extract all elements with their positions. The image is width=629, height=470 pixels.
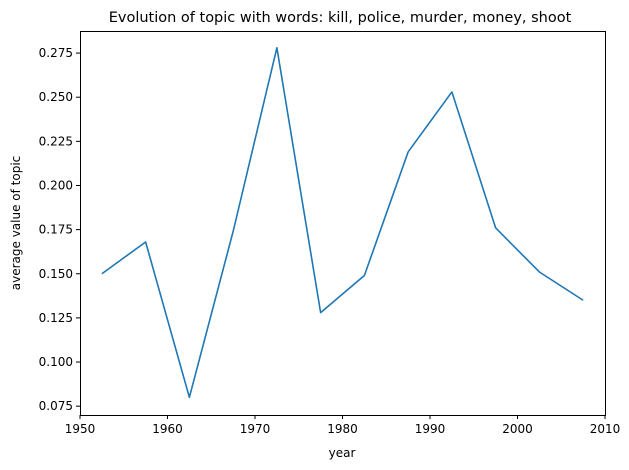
data-point bbox=[275, 46, 279, 50]
y-tick-label: 0.150 bbox=[39, 267, 73, 281]
y-axis-label: average value of topic bbox=[9, 156, 23, 291]
x-tick-label: 2010 bbox=[590, 422, 621, 436]
data-point bbox=[406, 150, 410, 154]
y-tick-label: 0.275 bbox=[39, 46, 73, 60]
plot-area bbox=[100, 46, 585, 399]
y-tick-label: 0.175 bbox=[39, 223, 73, 237]
x-tick-label: 1990 bbox=[415, 422, 446, 436]
data-point bbox=[319, 311, 323, 315]
x-tick-label: 1970 bbox=[240, 422, 271, 436]
y-tick-label: 0.100 bbox=[39, 355, 73, 369]
y-tick-label: 0.075 bbox=[39, 399, 73, 413]
data-point bbox=[144, 240, 148, 244]
x-axis: 1950 1960 1970 1980 1990 2000 2010 bbox=[65, 415, 621, 436]
x-tick-label: 1960 bbox=[152, 422, 183, 436]
data-point bbox=[494, 226, 498, 230]
data-point bbox=[581, 298, 585, 302]
chart-title: Evolution of topic with words: kill, pol… bbox=[109, 10, 572, 26]
axes-frame bbox=[80, 31, 606, 416]
y-tick-label: 0.225 bbox=[39, 134, 73, 148]
x-tick-label: 1950 bbox=[65, 422, 96, 436]
x-tick-label: 2000 bbox=[502, 422, 533, 436]
y-tick-label: 0.125 bbox=[39, 311, 73, 325]
x-tick-label: 1980 bbox=[327, 422, 358, 436]
y-tick-label: 0.250 bbox=[39, 90, 73, 104]
x-axis-label: year bbox=[329, 446, 356, 460]
y-axis: 0.075 0.100 0.125 0.150 0.175 0.200 0.225 0.250… bbox=[39, 46, 80, 413]
data-point bbox=[100, 272, 104, 276]
series-line-0 bbox=[101, 46, 584, 399]
y-tick-label: 0.200 bbox=[39, 178, 73, 192]
data-point bbox=[187, 395, 191, 399]
data-point bbox=[231, 229, 235, 233]
data-point bbox=[450, 90, 454, 94]
data-point bbox=[537, 270, 541, 274]
data-point bbox=[362, 274, 366, 278]
